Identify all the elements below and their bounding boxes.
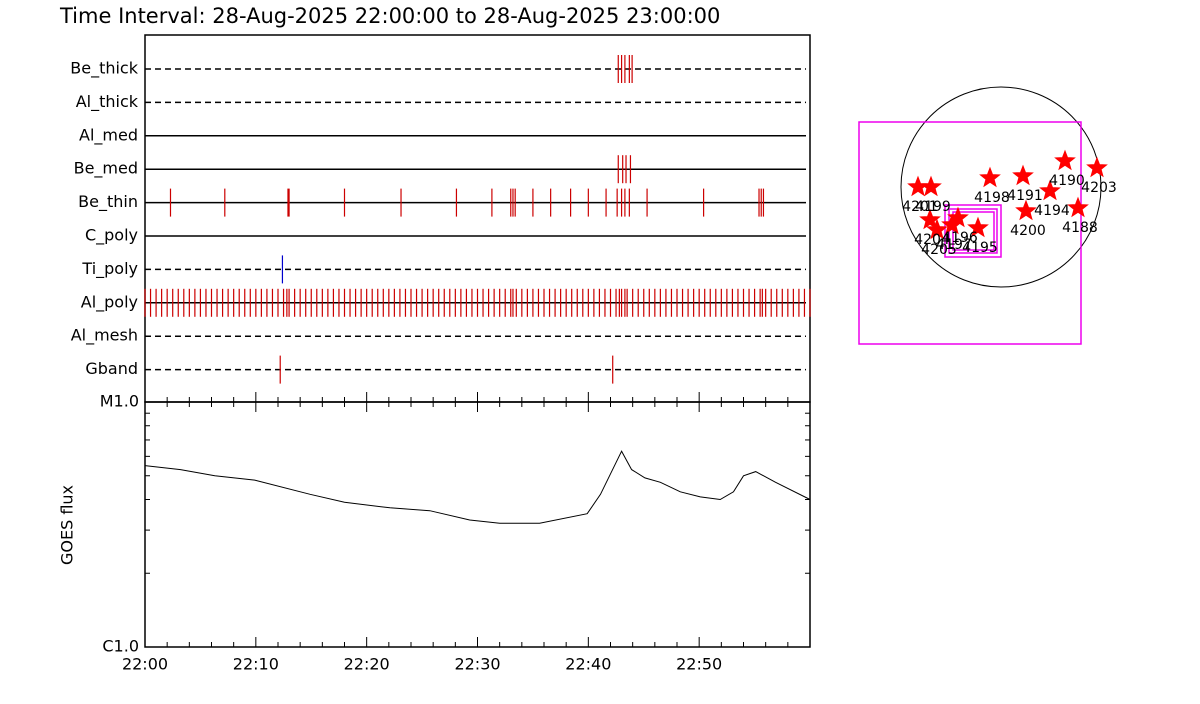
region-star <box>1067 196 1089 218</box>
fov-box <box>952 211 995 251</box>
x-tick-label: 22:50 <box>676 655 722 674</box>
region-star <box>920 175 942 197</box>
row-label: Gband <box>85 359 138 378</box>
row-label: Ti_poly <box>81 259 138 279</box>
region-label: 4195 <box>962 240 998 256</box>
region-label: 4200 <box>1010 223 1046 239</box>
region-label: 4201 <box>902 199 938 215</box>
region-star <box>919 208 941 230</box>
row-label: Be_thick <box>70 59 138 79</box>
x-tick-label: 22:20 <box>344 655 390 674</box>
region-star <box>1012 164 1034 186</box>
y-axis-label: GOES flux <box>58 485 77 565</box>
row-label: C_poly <box>85 226 138 246</box>
solar-disk <box>900 86 1102 288</box>
region-label: 4205 <box>921 242 957 258</box>
row-label: Al_mesh <box>71 326 138 346</box>
y-tick-label: M1.0 <box>100 392 139 411</box>
region-label: 4188 <box>1062 220 1098 236</box>
region-star <box>1039 179 1061 201</box>
region-star <box>967 216 989 238</box>
timeline-frame <box>144 34 811 403</box>
y-tick-label: C1.0 <box>102 637 139 656</box>
region-label: 4191 <box>1007 188 1043 204</box>
row-label: Be_thin <box>78 192 138 212</box>
goes-frame <box>144 401 811 648</box>
x-tick-label: 22:40 <box>565 655 611 674</box>
region-label: 4190 <box>1049 173 1085 189</box>
region-label: 4196 <box>942 230 978 246</box>
region-star <box>979 166 1001 188</box>
row-label: Be_med <box>74 159 138 179</box>
row-label: Al_poly <box>81 292 138 312</box>
region-star <box>926 218 948 240</box>
region-star <box>1054 149 1076 171</box>
region-label: 4197 <box>936 237 972 253</box>
row-label: Al_med <box>79 125 138 145</box>
title: Time Interval: 28-Aug-2025 22:00:00 to 2… <box>59 4 720 28</box>
region-label: 4204 <box>914 232 950 248</box>
x-tick-label: 22:30 <box>454 655 500 674</box>
fov-box <box>944 204 1002 258</box>
flux-line <box>144 450 811 524</box>
x-tick-label: 22:10 <box>233 655 279 674</box>
region-star <box>941 213 963 235</box>
row-label: Al_thick <box>76 92 139 112</box>
region-star <box>1015 199 1037 221</box>
region-star <box>1086 156 1108 178</box>
region-label: 4199 <box>915 199 951 215</box>
region-label: 4194 <box>1034 203 1070 219</box>
fov-box <box>858 121 1082 345</box>
region-label: 4198 <box>974 190 1010 206</box>
region-label: 4203 <box>1081 180 1117 196</box>
map <box>858 86 1102 345</box>
x-tick-label: 22:00 <box>122 655 168 674</box>
